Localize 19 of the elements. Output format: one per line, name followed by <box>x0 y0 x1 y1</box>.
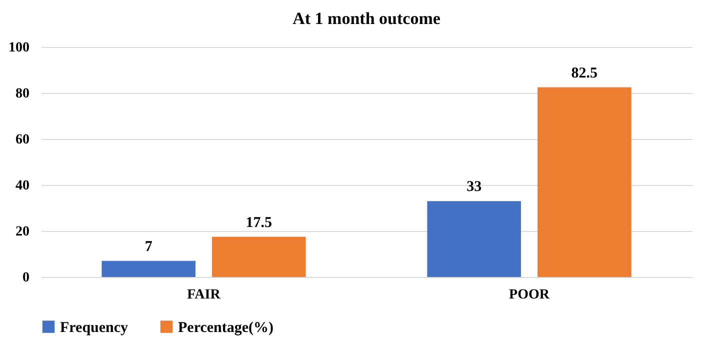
legend-label: Percentage(%) <box>178 320 274 336</box>
data-label: 82.5 <box>571 65 598 82</box>
bar <box>212 236 306 277</box>
y-tick-label: 20 <box>16 224 30 240</box>
y-tick-label: 40 <box>16 178 30 194</box>
legend-label: Frequency <box>60 320 129 336</box>
x-tick-label: FAIR <box>187 288 222 302</box>
y-tick-label: 100 <box>8 40 30 56</box>
y-tick-label: 60 <box>16 132 30 148</box>
data-label: 33 <box>466 179 482 196</box>
data-label: 17.5 <box>246 214 272 231</box>
y-tick-label: 0 <box>22 270 30 286</box>
y-tick-label: 80 <box>16 86 30 102</box>
bar <box>427 201 521 277</box>
data-label: 7 <box>144 238 153 255</box>
bar <box>538 87 632 277</box>
x-tick-label: POOR <box>509 288 550 302</box>
bar <box>102 260 196 277</box>
chart-title: At 1 month outcome <box>292 9 441 28</box>
